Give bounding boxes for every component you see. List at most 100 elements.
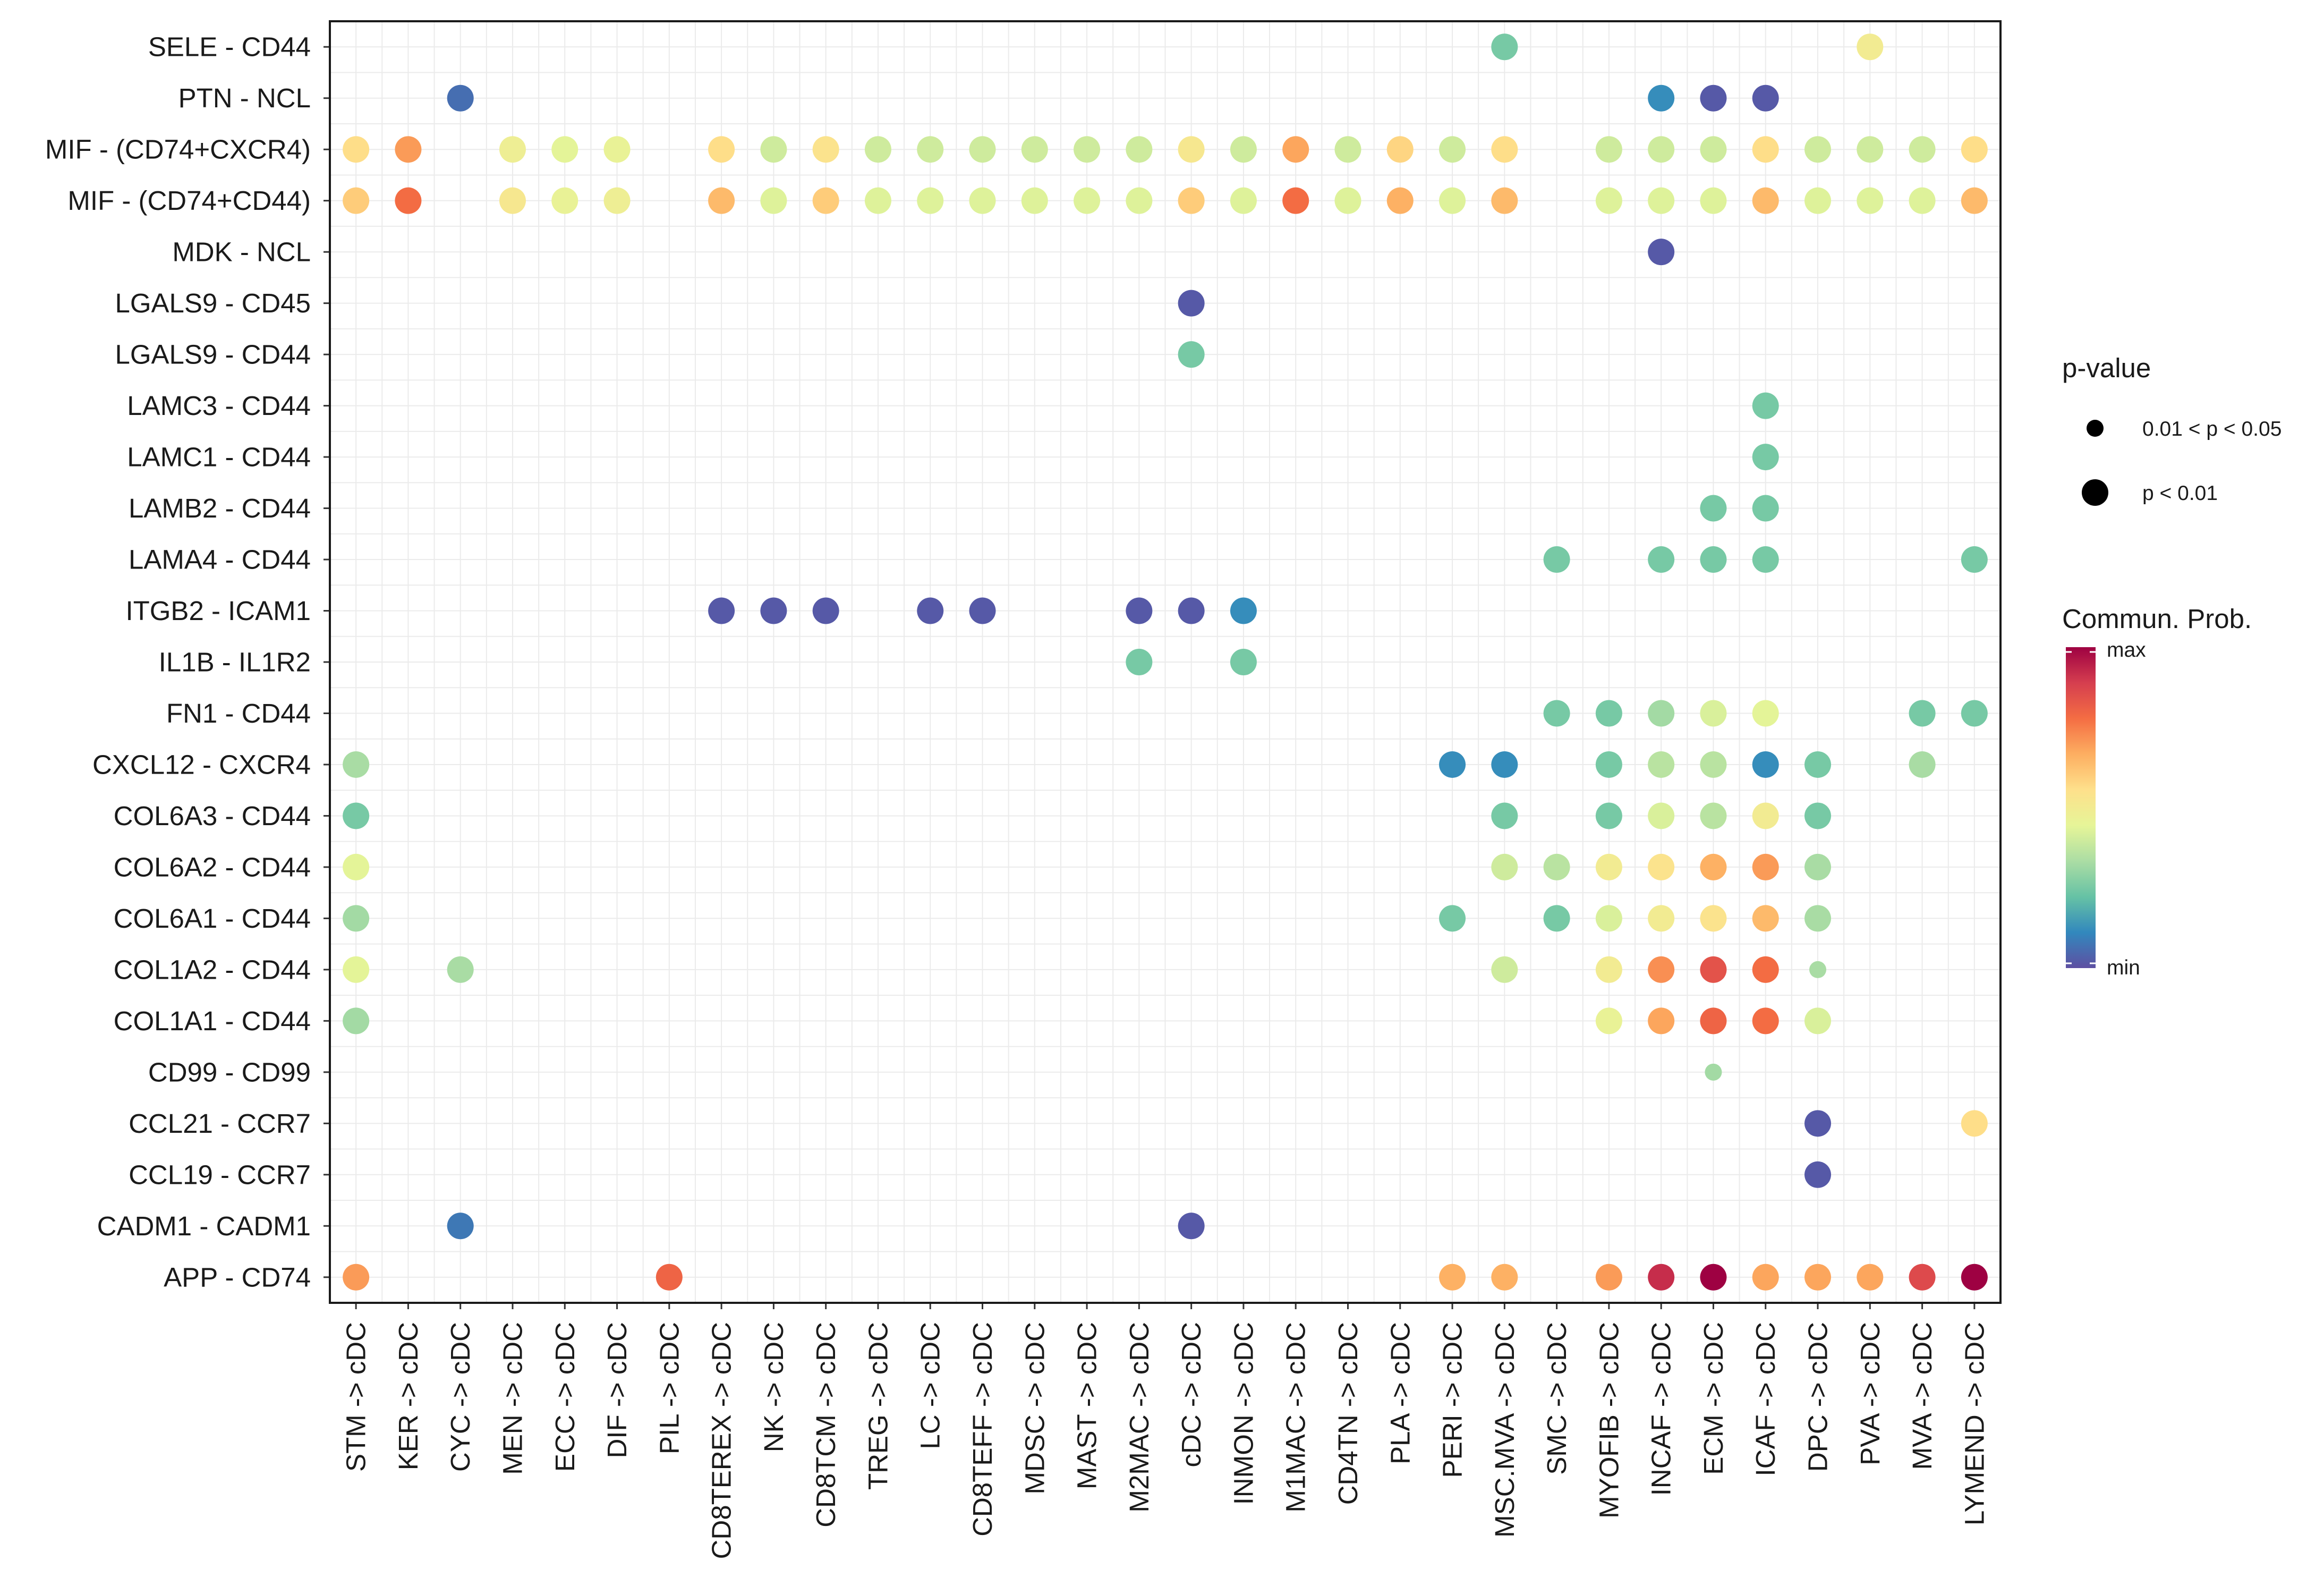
point-app-cd74--ecm-cdc — [1700, 1264, 1727, 1291]
point-il1b-il1r2--inmon-cdc — [1230, 649, 1257, 675]
point-ptn-ncl--icaf-cdc — [1752, 84, 1779, 112]
x-tick-label-ker-cdc: KER -> cDC — [393, 1322, 423, 1470]
y-tick-label-col1a1-cd44: COL1A1 - CD44 — [114, 1006, 311, 1036]
point-mif-cd74-cd44--ecc-cdc — [551, 187, 578, 214]
y-tick-label-mdk-ncl: MDK - NCL — [172, 237, 311, 267]
y-tick-label-sele-cd44: SELE - CD44 — [148, 32, 311, 62]
point-lama4-cd44--ecm-cdc — [1700, 546, 1727, 573]
point-col1a1-cd44--myofib-cdc — [1595, 1007, 1622, 1035]
x-tick-label-ecm-cdc: ECM -> cDC — [1698, 1322, 1729, 1475]
point-app-cd74--lymend-cdc — [1961, 1264, 1988, 1291]
colorbar-min-label: min — [2107, 956, 2140, 979]
plot-panel-border — [329, 20, 2002, 1304]
point-col6a2-cd44--stm-cdc — [343, 853, 370, 880]
point-col1a2-cd44--incaf-cdc — [1648, 956, 1675, 983]
point-mif-cd74-cd44--incaf-cdc — [1648, 187, 1675, 214]
x-tick-label-pil-cdc: PIL -> cDC — [654, 1322, 684, 1454]
point-mif-cd74-cxcr4--dif-cdc — [603, 136, 631, 163]
point-mif-cd74-cxcr4--ecm-cdc — [1700, 136, 1727, 163]
x-tick-label-lc-cdc: LC -> cDC — [915, 1322, 946, 1449]
color-legend-title: Commun. Prob. — [2062, 604, 2252, 634]
x-tick-label-cdc-cdc: cDC -> cDC — [1176, 1322, 1206, 1467]
y-axis-labels: SELE - CD44 PTN - NCL MIF - (CD74+CXCR4) MI… — [45, 32, 311, 1293]
point-lama4-cd44--smc-cdc — [1543, 546, 1570, 573]
point-col6a3-cd44--icaf-cdc — [1752, 802, 1779, 829]
x-tick-label-m1mac-cdc: M1MAC -> cDC — [1281, 1322, 1311, 1512]
point-col6a2-cd44--ecm-cdc — [1700, 853, 1727, 880]
point-col1a1-cd44--incaf-cdc — [1648, 1007, 1675, 1035]
colorbar-max-label: max — [2107, 639, 2146, 662]
point-cxcl12-cxcr4--stm-cdc — [343, 751, 370, 778]
point-itgb2-icam1--nk-cdc — [760, 597, 787, 624]
point-mif-cd74-cxcr4--lymend-cdc — [1961, 136, 1988, 163]
point-itgb2-icam1--cd8terex-cdc — [708, 597, 735, 624]
point-mif-cd74-cd44--msc-mva-cdc — [1491, 187, 1518, 214]
point-col1a2-cd44--ecm-cdc — [1700, 956, 1727, 983]
point-app-cd74--msc-mva-cdc — [1491, 1264, 1518, 1291]
point-lamc1-cd44--icaf-cdc — [1752, 444, 1779, 471]
point-mif-cd74-cxcr4--treg-cdc — [864, 136, 891, 163]
point-itgb2-icam1--cd8teff-cdc — [969, 597, 996, 624]
point-mif-cd74-cd44--pva-cdc — [1857, 187, 1884, 214]
point-itgb2-icam1--lc-cdc — [917, 597, 944, 624]
x-tick-label-cd8teff-cdc: CD8TEFF -> cDC — [967, 1322, 998, 1537]
x-tick-label-stm-cdc: STM -> cDC — [341, 1322, 371, 1472]
point-app-cd74--pil-cdc — [656, 1264, 683, 1291]
point-app-cd74--pva-cdc — [1857, 1264, 1884, 1291]
y-tick-label-col1a2-cd44: COL1A2 - CD44 — [114, 954, 311, 985]
point-col1a1-cd44--icaf-cdc — [1752, 1007, 1779, 1035]
point-cxcl12-cxcr4--dpc-cdc — [1804, 751, 1832, 778]
point-mif-cd74-cd44--cd8terex-cdc — [708, 187, 735, 214]
point-sele-cd44--pva-cdc — [1857, 33, 1884, 61]
point-mif-cd74-cxcr4--myofib-cdc — [1595, 136, 1622, 163]
point-fn1-cd44--mva-cdc — [1909, 700, 1936, 727]
point-lama4-cd44--icaf-cdc — [1752, 546, 1779, 573]
point-mif-cd74-cd44--lymend-cdc — [1961, 187, 1988, 214]
point-mif-cd74-cxcr4--incaf-cdc — [1648, 136, 1675, 163]
point-col6a1-cd44--peri-cdc — [1439, 905, 1466, 932]
point-lama4-cd44--lymend-cdc — [1961, 546, 1988, 573]
x-tick-label-myofib-cdc: MYOFIB -> cDC — [1594, 1322, 1624, 1519]
point-col1a2-cd44--msc-mva-cdc — [1491, 956, 1518, 983]
point-ptn-ncl--cyc-cdc — [447, 84, 474, 112]
point-mif-cd74-cxcr4--men-cdc — [499, 136, 526, 163]
point-col6a3-cd44--myofib-cdc — [1595, 802, 1622, 829]
point-col6a1-cd44--smc-cdc — [1543, 905, 1570, 932]
point-mif-cd74-cxcr4--pla-cdc — [1386, 136, 1414, 163]
y-tick-label-mif-cd74-cxcr4: MIF - (CD74+CXCR4) — [45, 134, 311, 165]
x-tick-label-m2mac-cdc: M2MAC -> cDC — [1124, 1322, 1154, 1512]
x-tick-label-mva-cdc: MVA -> cDC — [1907, 1322, 1937, 1470]
x-tick-label-nk-cdc: NK -> cDC — [759, 1322, 789, 1452]
y-tick-label-lamb2-cd44: LAMB2 - CD44 — [129, 493, 311, 523]
point-mif-cd74-cd44--stm-cdc — [343, 187, 370, 214]
point-mif-cd74-cxcr4--ecc-cdc — [551, 136, 578, 163]
x-tick-label-peri-cdc: PERI -> cDC — [1437, 1322, 1468, 1478]
point-col6a1-cd44--icaf-cdc — [1752, 905, 1779, 932]
point-itgb2-icam1--cd8tcm-cdc — [812, 597, 839, 624]
point-mif-cd74-cxcr4--mast-cdc — [1074, 136, 1101, 163]
point-mif-cd74-cd44--men-cdc — [499, 187, 526, 214]
size-legend-small-dot — [2087, 420, 2104, 437]
x-tick-label-lymend-cdc: LYMEND -> cDC — [1959, 1322, 1989, 1525]
x-tick-label-msc-mva-cdc: MSC.MVA -> cDC — [1489, 1322, 1520, 1538]
point-mif-cd74-cd44--mva-cdc — [1909, 187, 1936, 214]
point-mif-cd74-cd44--myofib-cdc — [1595, 187, 1622, 214]
point-mif-cd74-cd44--m2mac-cdc — [1126, 187, 1153, 214]
x-tick-label-cd8tcm-cdc: CD8TCM -> cDC — [811, 1322, 841, 1528]
point-itgb2-icam1--m2mac-cdc — [1126, 597, 1153, 624]
x-tick-label-inmon-cdc: INMON -> cDC — [1228, 1322, 1258, 1505]
point-fn1-cd44--myofib-cdc — [1595, 700, 1622, 727]
point-mif-cd74-cxcr4--icaf-cdc — [1752, 136, 1779, 163]
point-cd99-cd99--ecm-cdc — [1705, 1063, 1722, 1081]
point-app-cd74--mva-cdc — [1909, 1264, 1936, 1291]
point-sele-cd44--msc-mva-cdc — [1491, 33, 1518, 61]
x-tick-label-dpc-cdc: DPC -> cDC — [1803, 1322, 1833, 1472]
point-app-cd74--icaf-cdc — [1752, 1264, 1779, 1291]
point-col6a2-cd44--icaf-cdc — [1752, 853, 1779, 880]
x-tick-label-icaf-cdc: ICAF -> cDC — [1750, 1322, 1781, 1476]
y-tick-label-ptn-ncl: PTN - NCL — [178, 83, 311, 113]
point-col6a3-cd44--stm-cdc — [343, 802, 370, 829]
point-app-cd74--peri-cdc — [1439, 1264, 1466, 1291]
